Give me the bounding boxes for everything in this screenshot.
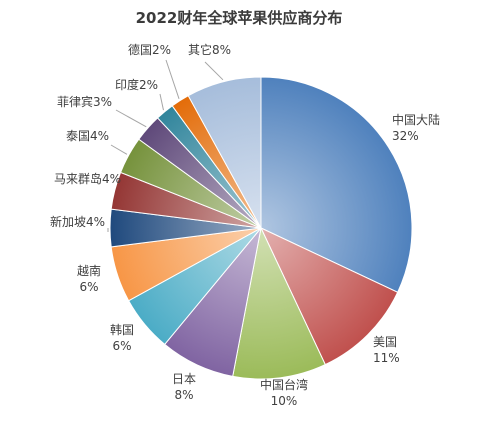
pie-slice — [232, 226, 326, 380]
slice-label: 中国大陆 32% — [392, 112, 440, 143]
leader-line — [115, 109, 147, 128]
slice-category-label: 韩国 — [110, 322, 134, 337]
leader-line — [165, 59, 180, 99]
slice-label: 韩国 6% — [110, 322, 134, 353]
slice-category-label: 日本 — [172, 372, 196, 386]
slice-label: 美国 11% — [373, 335, 400, 365]
slice-label: 泰国4% — [66, 129, 109, 143]
slice-value-label: 6% — [112, 339, 131, 353]
slice-category-label: 越南 — [77, 263, 101, 278]
slice-label: 其它8% — [188, 42, 231, 57]
leader-line — [159, 93, 164, 111]
slice-label: 中国台湾 10% — [260, 377, 308, 408]
slice-label: 马来群岛4% — [54, 171, 121, 186]
slice-label: 日本 8% — [172, 372, 196, 402]
slice-label: 越南 6% — [77, 263, 101, 294]
pie-slice — [260, 76, 413, 293]
slice-value-label: 32% — [392, 129, 419, 143]
slice-category-label: 中国大陆 — [392, 112, 440, 127]
slice-label: 德国2% — [128, 42, 171, 57]
pie-slice — [259, 226, 399, 366]
slice-label: 菲律宾3% — [57, 94, 112, 109]
slice-label: 新加坡4% — [50, 214, 105, 229]
slice-value-label: 11% — [373, 351, 400, 365]
chart-title: 2022财年全球苹果供应商分布 — [135, 9, 343, 27]
slice-category-label: 美国 — [373, 335, 397, 349]
slice-label: 印度2% — [115, 77, 158, 92]
slice-category-label: 中国台湾 — [260, 377, 308, 392]
pie-slice — [187, 76, 262, 229]
leader-line — [110, 144, 128, 155]
leader-line — [204, 61, 224, 81]
slice-value-label: 10% — [271, 394, 298, 408]
slice-value-label: 6% — [79, 280, 98, 294]
slice-value-label: 8% — [174, 388, 193, 402]
